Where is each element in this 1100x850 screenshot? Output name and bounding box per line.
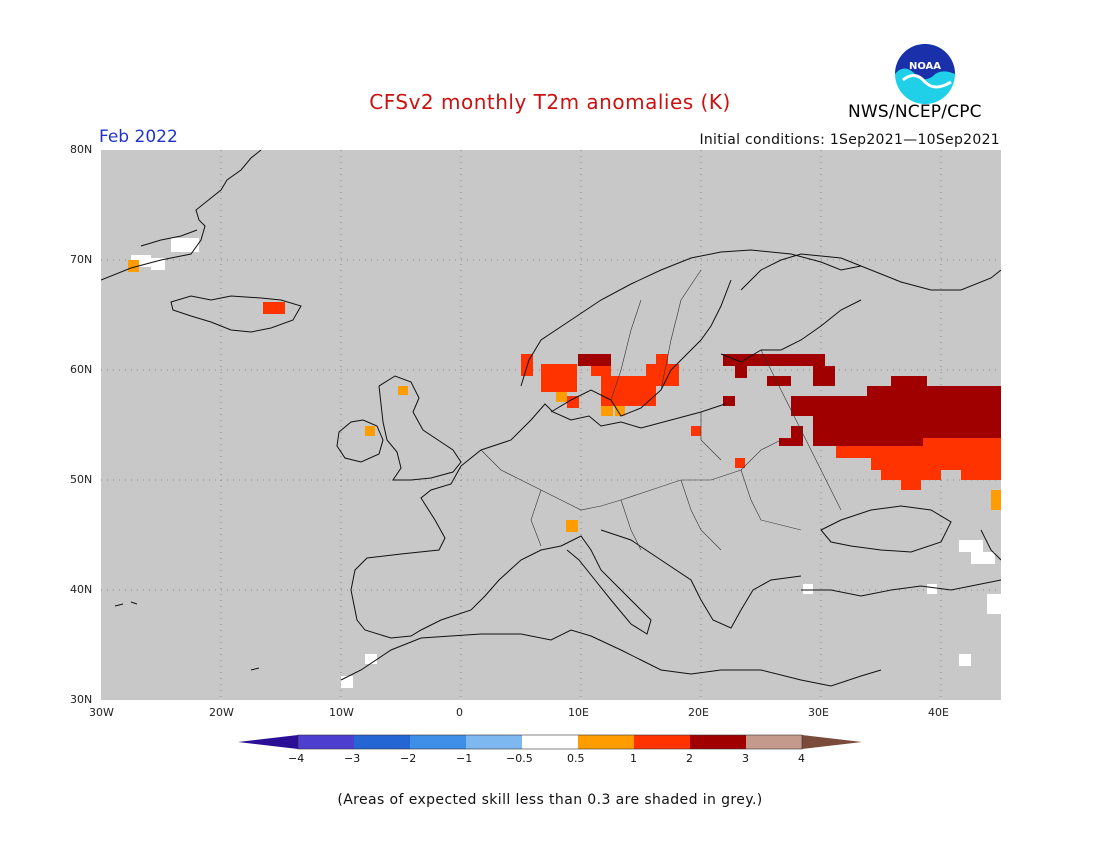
- colorbar-arrow-high: [802, 735, 862, 749]
- colorbar-label: −4: [288, 752, 305, 765]
- country-borders: [480, 269, 842, 551]
- colorbar-label: 0.5: [567, 752, 585, 765]
- lat-label: 70N: [70, 253, 93, 266]
- colorbar-swatch: [578, 735, 634, 749]
- lon-label: 20W: [209, 706, 234, 719]
- lon-label: 10W: [329, 706, 354, 719]
- chart-title: CFSv2 monthly T2m anomalies (K): [369, 90, 731, 114]
- colorbar: [238, 734, 862, 750]
- colorbar-label: −2: [400, 752, 417, 765]
- initial-conditions: Initial conditions: 1Sep2021—10Sep2021: [699, 132, 1000, 148]
- anomaly-map: [101, 150, 1001, 700]
- lat-label: 30N: [70, 693, 93, 706]
- coastlines: [101, 150, 1001, 687]
- lat-label: 60N: [70, 363, 93, 376]
- colorbar-arrow-low: [238, 735, 298, 749]
- colorbar-swatch: [634, 735, 690, 749]
- colorbar-label: 2: [686, 752, 693, 765]
- colorbar-swatch: [746, 735, 802, 749]
- colorbar-swatch: [522, 735, 578, 749]
- colorbar-swatch: [354, 735, 410, 749]
- map-gridlines: [101, 150, 1001, 700]
- lon-label: 40E: [928, 706, 949, 719]
- lon-label: 30E: [808, 706, 829, 719]
- lon-label: 0: [456, 706, 463, 719]
- colorbar-label: 3: [742, 752, 749, 765]
- anomaly-cells: [128, 238, 1001, 688]
- lon-label: 20E: [688, 706, 709, 719]
- skill-footnote: (Areas of expected skill less than 0.3 a…: [337, 792, 763, 808]
- colorbar-swatch: [466, 735, 522, 749]
- lon-label: 30W: [89, 706, 114, 719]
- lat-label: 50N: [70, 473, 93, 486]
- colorbar-label: 4: [798, 752, 805, 765]
- lat-label: 40N: [70, 583, 93, 596]
- noaa-logo-icon: NOAA: [895, 44, 955, 104]
- colorbar-label: 1: [630, 752, 637, 765]
- colorbar-swatch: [410, 735, 466, 749]
- colorbar-label: −1: [456, 752, 473, 765]
- colorbar-swatch: [298, 735, 354, 749]
- lon-label: 10E: [568, 706, 589, 719]
- colorbar-label: −0.5: [506, 752, 533, 765]
- colorbar-swatch: [690, 735, 746, 749]
- logo-text: NOAA: [909, 61, 941, 72]
- agency-label: NWS/NCEP/CPC: [848, 102, 982, 122]
- colorbar-label: −3: [344, 752, 361, 765]
- lat-label: 80N: [70, 143, 93, 156]
- forecast-period: Feb 2022: [99, 127, 178, 147]
